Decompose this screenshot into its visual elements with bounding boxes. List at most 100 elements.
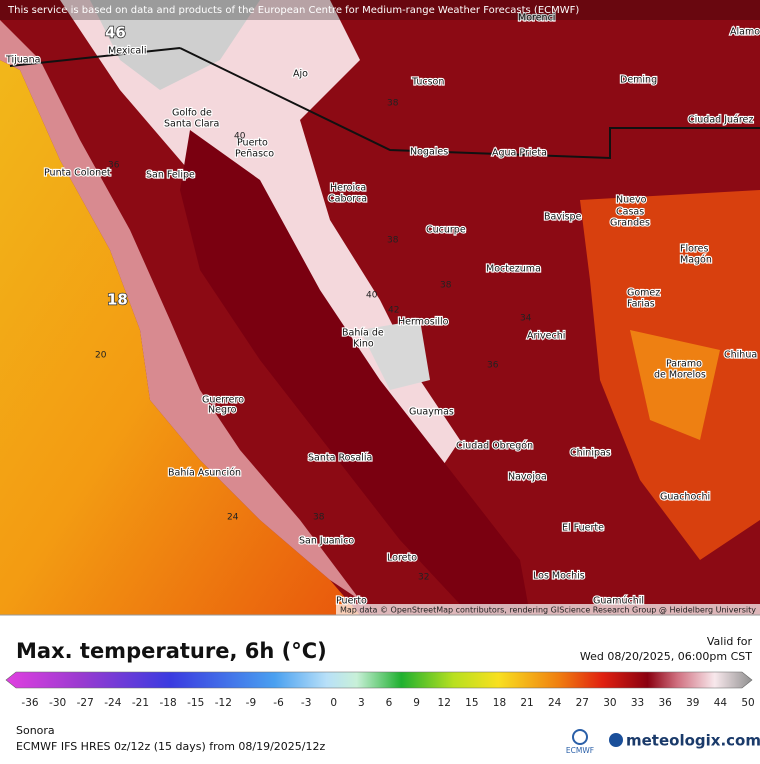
ecmwf-logo: [572, 729, 588, 745]
gulf: [180, 130, 530, 615]
colorbar-tick-label: 3: [358, 697, 365, 709]
title: Max. temperature, 6h (°C): [16, 639, 327, 663]
temperature-value: 20: [95, 351, 107, 361]
city-label: Cucurpe: [426, 225, 466, 236]
meteologix-logo: [609, 733, 623, 747]
hot-zone: [90, 0, 260, 90]
city-label: Navojoa: [508, 472, 547, 483]
city-label: Hermosillo: [398, 317, 449, 328]
coast-band: [0, 20, 360, 600]
colorbar-tick-label: 50: [741, 697, 754, 709]
city-label: Ciudad Obregón: [456, 441, 533, 452]
pacific: [0, 60, 360, 615]
city-label: Loreto: [387, 553, 417, 564]
city-label: Punta Colonet: [44, 168, 111, 179]
border: [9, 47, 760, 160]
city-label: Golfo de: [172, 108, 212, 119]
city-label: Kino: [353, 339, 374, 350]
city-label: Guerrero: [202, 395, 244, 406]
colorbar-tick-label: -27: [77, 697, 94, 709]
colorbar-tick-label: 21: [520, 697, 533, 709]
city-label: Nuevo: [616, 195, 647, 206]
colorbar-tick-label: -12: [215, 697, 232, 709]
city-label: Magón: [680, 255, 712, 266]
city-label: Guachochi: [660, 492, 710, 503]
city-label: Santa Clara: [164, 119, 219, 130]
city-label: Casas: [616, 207, 644, 218]
colorbar-tick-label: 30: [603, 697, 616, 709]
city-label: Mexicali: [108, 46, 146, 57]
city-label: Paramo: [666, 359, 702, 370]
city-label: San Juanico: [299, 536, 354, 547]
city-label: Tucson: [411, 77, 444, 88]
temperature-value: 34: [520, 314, 532, 324]
valid-time: Wed 08/20/2025, 06:00pm CST: [580, 650, 752, 663]
disclaimer-bg: [0, 0, 760, 20]
colorbar: [5, 671, 753, 689]
city-label: Bahía Asunción: [168, 468, 241, 479]
colorbar-tick-label: 44: [714, 697, 728, 709]
temperature-value: 40: [366, 291, 378, 301]
city-label: San Felipe: [146, 170, 195, 181]
temperature-value: 32: [418, 573, 429, 583]
city-label: El Fuerte: [562, 523, 604, 534]
model-info: ECMWF IFS HRES 0z/12z (15 days) from 08/…: [16, 740, 326, 753]
city-label: Morenci: [518, 13, 555, 24]
city-label: Ajo: [293, 69, 308, 80]
city-label: Arivechi: [527, 331, 565, 342]
city-label: Peñasco: [235, 149, 274, 160]
colorbar-tick-label: 18: [493, 697, 506, 709]
temperature-value: 46: [105, 24, 126, 42]
temperature-value: 36: [487, 361, 499, 371]
city-label: Flores: [680, 244, 708, 255]
colorbar-tick-label: -36: [21, 697, 38, 709]
colorbar-tick-label: -21: [132, 697, 149, 709]
colorbar-tick-label: -18: [159, 697, 176, 709]
colorbar-tick-label: 12: [438, 697, 451, 709]
city-label: Grandes: [610, 218, 650, 229]
temperature-value: 38: [387, 236, 399, 246]
attribution-bg: [336, 604, 760, 615]
colorbar-tick-label: -24: [104, 697, 121, 709]
colorbar-tick-label: -6: [273, 697, 284, 709]
city-label: Puerto: [237, 138, 268, 149]
city-label: Santa Rosalía: [308, 453, 372, 464]
city-label: Guaymas: [409, 407, 454, 418]
city-label: Bavispe: [544, 212, 582, 223]
city-label: Deming: [620, 75, 657, 86]
city-label: Heroica: [330, 183, 366, 194]
disclaimer: This service is based on data and produc…: [7, 5, 579, 16]
colorbar-tick-label: -15: [187, 697, 204, 709]
colorbar-tick-label: 9: [413, 697, 420, 709]
city-label: Alamo: [730, 27, 760, 38]
colorbar-tick-label: 0: [330, 697, 337, 709]
city-label: Los Mochis: [533, 571, 585, 582]
city-label: Bahía de: [342, 328, 384, 339]
city-label: Negro: [208, 405, 237, 416]
attribution: Map data © OpenStreetMap contributors, r…: [340, 606, 756, 615]
region: Sonora: [16, 724, 55, 737]
city-label: Chinipas: [570, 448, 611, 459]
colorbar-tick-label: 39: [686, 697, 699, 709]
temperature-value: 42: [388, 306, 399, 316]
city-label: Tijuana: [5, 55, 40, 66]
colorbar-tick-label: -9: [246, 697, 256, 709]
city-label: Ciudad Juárez: [688, 115, 753, 126]
colorbar-tick-label: 15: [465, 697, 478, 709]
temperature-value: 24: [227, 513, 239, 523]
temperature-value: 36: [108, 161, 120, 171]
valid-label: Valid for: [707, 635, 753, 648]
colorbar-tick-label: 33: [631, 697, 644, 709]
temperature-value: 18: [107, 291, 128, 309]
sierra-high: [630, 330, 720, 440]
colorbar-tick-label: 36: [658, 697, 672, 709]
temperature-value: 38: [440, 281, 452, 291]
colorbar-tick-label: -3: [301, 697, 311, 709]
brand: meteologix.com: [626, 732, 760, 750]
city-label: Agua Prieta: [492, 148, 547, 159]
temperature-value: 38: [387, 99, 399, 109]
temperature-value: 38: [313, 513, 325, 523]
city-label: Caborca: [328, 194, 367, 205]
